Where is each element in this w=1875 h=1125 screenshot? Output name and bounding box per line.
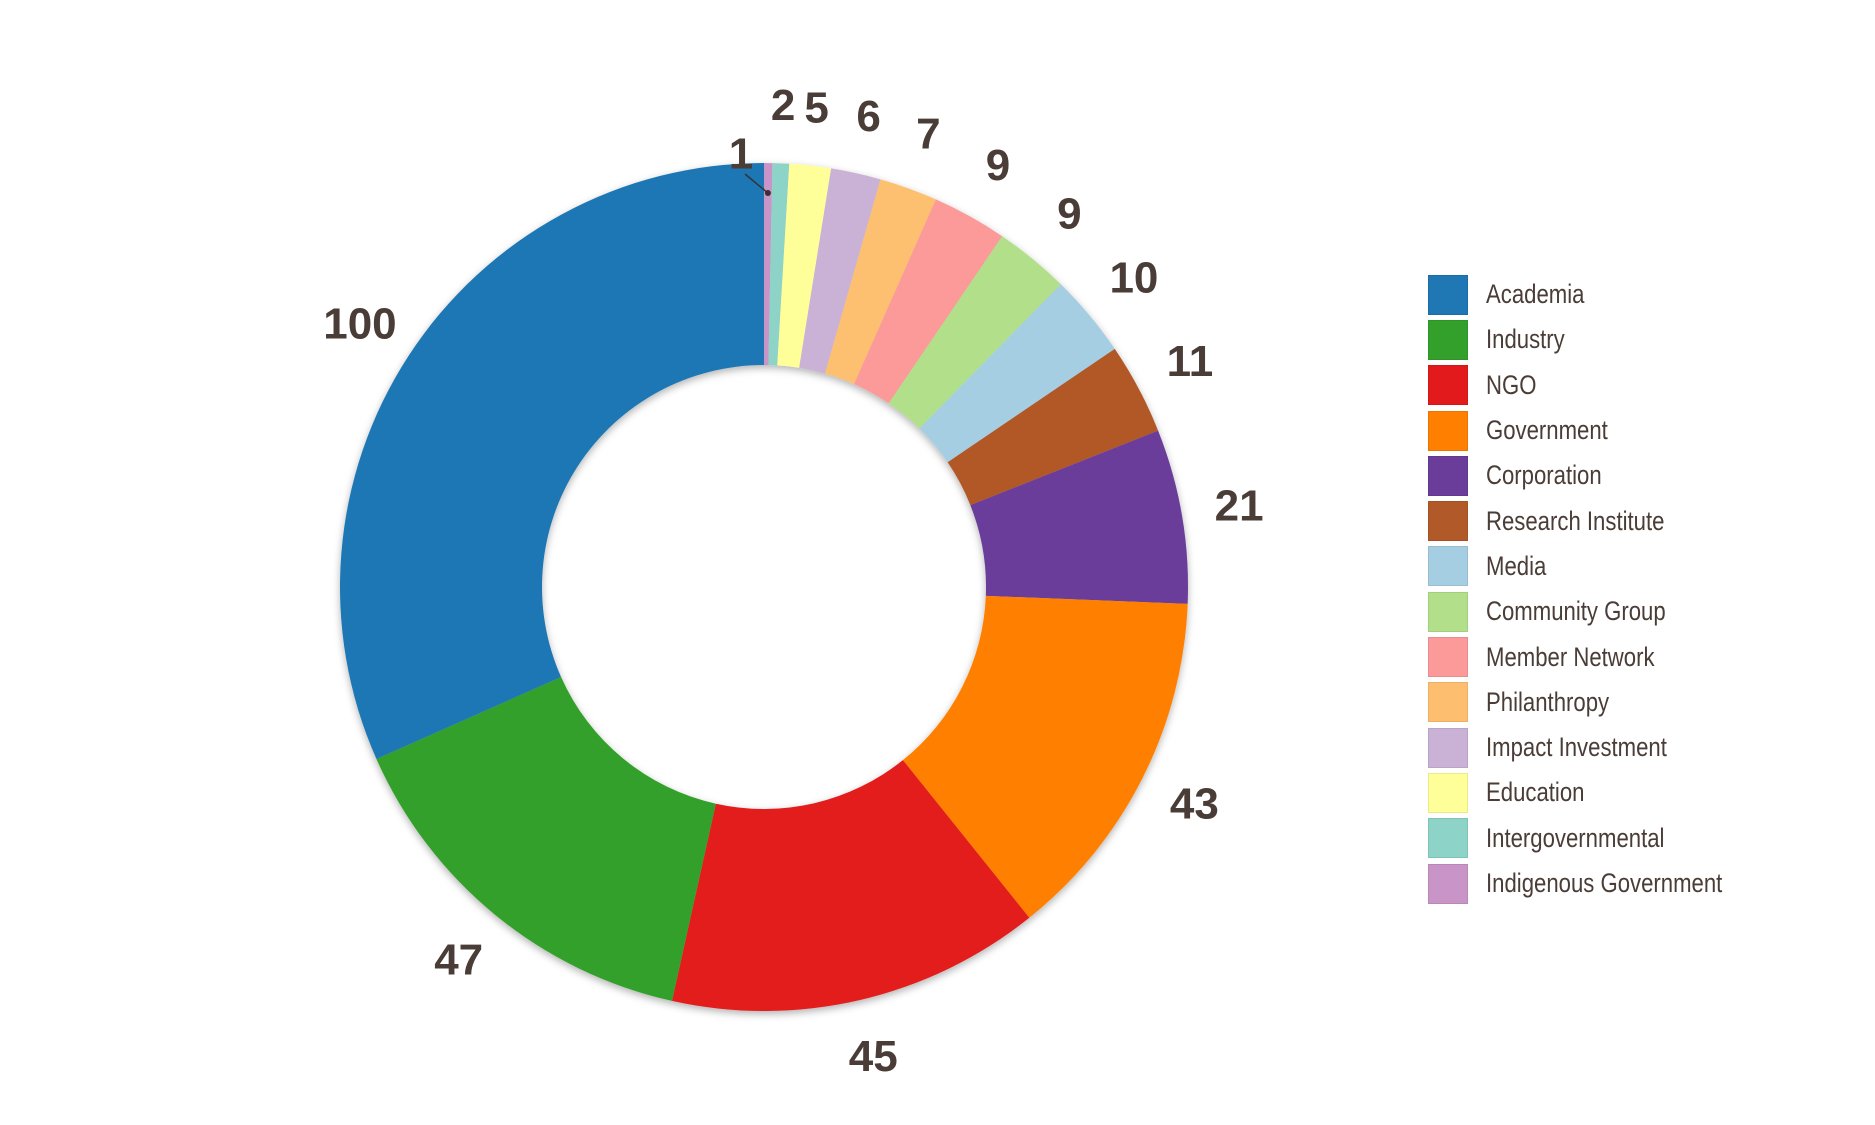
data-label-impact-investment: 6 (856, 92, 880, 141)
legend-item-corporation: Corporation (1428, 453, 1774, 498)
legend-label-academia: Academia (1486, 279, 1585, 310)
legend-label-intergovernmental: Intergovernmental (1486, 822, 1665, 853)
legend-label-media: Media (1486, 550, 1547, 581)
slice-education (777, 163, 832, 368)
legend: Academia Industry NGO Government Corporation… (1428, 272, 1774, 906)
legend-label-corporation: Corporation (1486, 460, 1602, 491)
data-label-philanthropy: 7 (916, 109, 940, 158)
legend-swatch-government (1428, 410, 1468, 451)
slice-corporation (970, 430, 1188, 604)
slice-media (919, 284, 1115, 463)
legend-label-ngo: NGO (1486, 369, 1537, 400)
legend-item-industry: Industry (1428, 317, 1774, 362)
legend-label-indigenous-government: Indigenous Government (1486, 868, 1723, 898)
legend-item-indigenous-government: Indigenous Government (1428, 861, 1774, 906)
slice-government (902, 595, 1188, 918)
slice-academia (340, 163, 764, 759)
legend-swatch-education (1428, 772, 1468, 813)
slice-industry (376, 677, 716, 1001)
legend-label-impact-investment: Impact Investment (1486, 732, 1667, 763)
leader-dot-indigenous-government (764, 190, 771, 197)
legend-swatch-member-network (1428, 637, 1468, 678)
legend-item-philanthropy: Philanthropy (1428, 680, 1774, 725)
legend-label-community-group: Community Group (1486, 596, 1666, 627)
slice-indigenous-government (764, 163, 773, 366)
legend-swatch-philanthropy (1428, 682, 1468, 723)
legend-swatch-ngo (1428, 365, 1468, 406)
data-label-indigenous-government: 1 (729, 130, 753, 179)
slice-ngo (672, 760, 1030, 1011)
data-label-intergovernmental: 2 (771, 81, 795, 130)
legend-swatch-indigenous-government (1428, 863, 1468, 904)
legend-item-research-institute: Research Institute (1428, 498, 1774, 543)
legend-swatch-impact-investment (1428, 727, 1468, 768)
slice-community-group (888, 236, 1061, 429)
slice-philanthropy (825, 179, 936, 385)
legend-swatch-industry (1428, 319, 1468, 360)
legend-label-education: Education (1486, 777, 1585, 808)
donut-slices (340, 163, 1188, 1011)
legend-label-research-institute: Research Institute (1486, 505, 1665, 536)
leader-line-indigenous-government (744, 173, 769, 194)
legend-item-media: Media (1428, 544, 1774, 589)
legend-item-member-network: Member Network (1428, 634, 1774, 679)
slice-member-network (854, 199, 1003, 404)
data-label-government: 43 (1170, 780, 1219, 829)
data-label-community-group: 9 (1057, 190, 1081, 239)
data-label-corporation: 21 (1215, 481, 1264, 530)
legend-swatch-research-institute (1428, 501, 1468, 542)
legend-swatch-media (1428, 546, 1468, 587)
data-label-media: 10 (1109, 253, 1158, 302)
slice-research-institute (947, 348, 1159, 506)
data-label-member-network: 9 (986, 141, 1010, 190)
legend-swatch-academia (1428, 274, 1468, 315)
data-label-research-institute: 11 (1167, 337, 1214, 386)
data-label-ngo: 45 (849, 1032, 898, 1081)
legend-label-government: Government (1486, 415, 1608, 446)
legend-item-community-group: Community Group (1428, 589, 1774, 634)
legend-item-government: Government (1428, 408, 1774, 453)
legend-item-impact-investment: Impact Investment (1428, 725, 1774, 770)
slice-impact-investment (799, 168, 881, 374)
legend-item-academia: Academia (1428, 272, 1774, 317)
legend-item-ngo: NGO (1428, 363, 1774, 408)
legend-swatch-corporation (1428, 455, 1468, 496)
legend-item-intergovernmental: Intergovernmental (1428, 816, 1774, 861)
legend-label-industry: Industry (1486, 324, 1565, 355)
data-label-industry: 47 (434, 935, 483, 984)
leader-lines (744, 173, 771, 197)
legend-label-member-network: Member Network (1486, 641, 1655, 672)
legend-swatch-intergovernmental (1428, 818, 1468, 859)
legend-label-philanthropy: Philanthropy (1486, 686, 1610, 717)
data-label-education: 5 (804, 83, 828, 132)
legend-item-education: Education (1428, 770, 1774, 815)
slice-intergovernmental (768, 163, 790, 366)
legend-swatch-community-group (1428, 591, 1468, 632)
data-label-academia: 100 (323, 300, 396, 349)
